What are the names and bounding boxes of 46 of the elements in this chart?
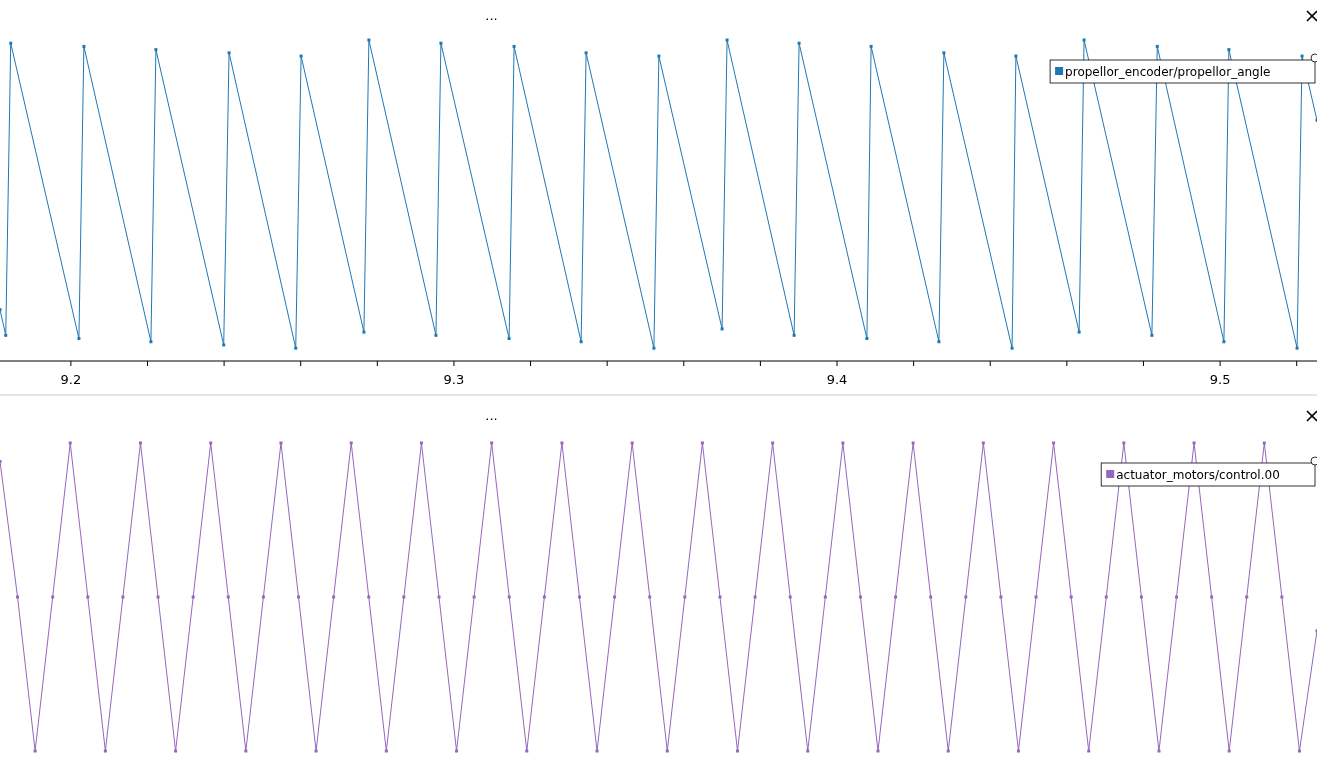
- point: [1150, 333, 1154, 337]
- point: [362, 330, 366, 334]
- point: [652, 346, 656, 350]
- point: [1014, 54, 1018, 58]
- point: [227, 51, 231, 55]
- point: [439, 41, 443, 45]
- point: [657, 54, 661, 58]
- point: [584, 51, 588, 55]
- x-tick-label: 9.3: [443, 372, 465, 387]
- point: [869, 44, 873, 48]
- legend-label: actuator_motors/control.00: [1116, 468, 1280, 482]
- point: [82, 44, 86, 48]
- point: [1077, 330, 1081, 334]
- point: [154, 48, 158, 52]
- chart-title: ...: [485, 8, 498, 23]
- point: [1295, 346, 1299, 350]
- point: [797, 41, 801, 45]
- point: [792, 333, 796, 337]
- point: [942, 51, 946, 55]
- legend-label: propellor_encoder/propellor_angle: [1065, 65, 1271, 79]
- point: [4, 333, 8, 337]
- point: [9, 41, 13, 45]
- point: [1155, 44, 1159, 48]
- point: [1222, 340, 1226, 344]
- point: [434, 333, 438, 337]
- point: [1227, 48, 1231, 52]
- x-tick-label: 9.2: [60, 372, 82, 387]
- x-tick-label: 9.4: [826, 372, 848, 387]
- point: [720, 327, 724, 331]
- point: [149, 340, 153, 344]
- point: [865, 337, 869, 341]
- chart-title: ...: [485, 408, 498, 423]
- point: [725, 38, 729, 42]
- point: [937, 340, 941, 344]
- point: [1082, 38, 1086, 42]
- point: [1300, 54, 1304, 58]
- point: [367, 38, 371, 42]
- point: [1010, 346, 1014, 350]
- x-tick-label: 9.5: [1209, 372, 1231, 387]
- point: [77, 337, 81, 341]
- point: [294, 346, 298, 350]
- point: [222, 343, 226, 347]
- point: [507, 337, 511, 341]
- point: [299, 54, 303, 58]
- point: [579, 340, 583, 344]
- point: [512, 44, 516, 48]
